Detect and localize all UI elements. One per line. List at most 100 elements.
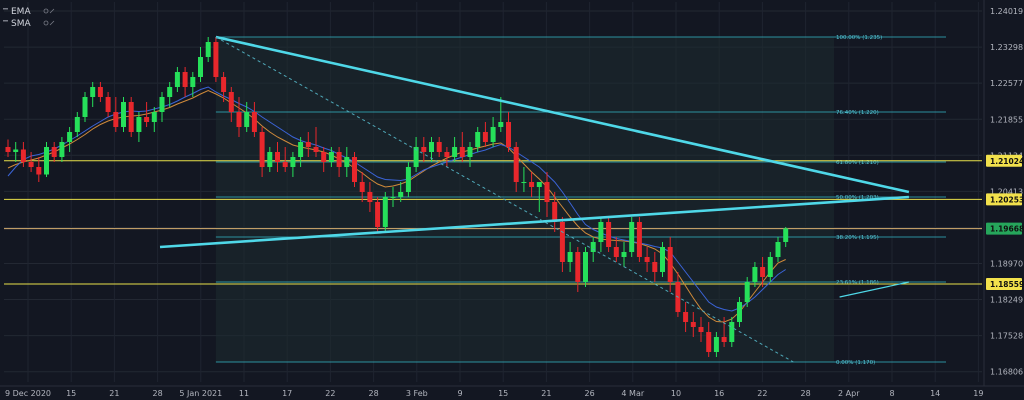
price-badge xyxy=(986,278,1022,291)
horizontal-levels[interactable] xyxy=(4,160,982,285)
candle xyxy=(267,147,273,172)
indicator-name: SMA xyxy=(11,19,31,29)
candle xyxy=(398,182,404,202)
indicator-legend[interactable]: EMA SMA xyxy=(3,7,55,29)
candle-body xyxy=(144,117,150,122)
time-tick-label: 15 xyxy=(66,389,76,398)
candle xyxy=(182,67,188,97)
time-tick-label: 10 xyxy=(671,389,681,398)
candle xyxy=(198,47,203,82)
candle xyxy=(36,157,42,182)
candle-body xyxy=(729,322,735,342)
short-trendline[interactable] xyxy=(839,281,910,298)
candle xyxy=(544,172,550,217)
candle-body xyxy=(690,322,696,327)
candle-body xyxy=(613,247,619,257)
candle xyxy=(521,167,527,192)
candle xyxy=(760,257,766,287)
time-tick-label: 9 xyxy=(457,389,462,398)
candle xyxy=(737,297,742,327)
candle-body xyxy=(136,117,142,132)
indicator-edit-icon[interactable] xyxy=(49,8,55,14)
price-tick-label: 1.22577 xyxy=(990,79,1023,88)
candle xyxy=(490,117,496,147)
candle-body xyxy=(190,77,196,87)
candle xyxy=(82,92,88,122)
candle-body xyxy=(775,242,781,257)
candle-body xyxy=(698,327,704,332)
candle xyxy=(328,147,334,167)
price-badge xyxy=(986,193,1022,206)
candle xyxy=(621,242,627,267)
candle xyxy=(390,187,396,207)
candle xyxy=(367,182,373,212)
candle xyxy=(667,237,673,292)
candle-body xyxy=(621,252,627,257)
candle-body xyxy=(236,112,242,127)
price-axis[interactable]: 1.240191.232981.225771.218551.211341.204… xyxy=(983,0,1024,400)
candle-body xyxy=(205,42,211,57)
candle xyxy=(113,97,119,132)
indicator-edit-icon[interactable] xyxy=(49,20,55,26)
candle xyxy=(552,192,558,232)
candle-body xyxy=(567,252,573,262)
fibonacci-diagonal[interactable] xyxy=(215,36,794,363)
candle xyxy=(767,252,773,282)
trend-lines[interactable] xyxy=(159,35,910,363)
time-axis[interactable]: 9 Dec 2020 15 21 28 5 Jan 2021 11 17 22 28 3 Feb 9… xyxy=(0,385,1024,400)
candle xyxy=(567,242,573,272)
candle xyxy=(128,97,134,137)
candle xyxy=(13,142,19,162)
candle xyxy=(706,322,712,357)
candle xyxy=(213,37,219,82)
price-badge xyxy=(986,154,1022,167)
indicator-settings-icon[interactable] xyxy=(43,20,49,26)
candle-body xyxy=(760,267,766,277)
price-tick-label: 1.17528 xyxy=(990,332,1023,341)
candle-body xyxy=(552,202,558,222)
upper-trendline[interactable] xyxy=(215,35,910,194)
candle-body xyxy=(328,152,334,162)
price-badge-label: 1.18559 xyxy=(990,280,1024,289)
candle xyxy=(721,317,727,347)
candle xyxy=(629,217,635,257)
candle-body xyxy=(559,222,565,262)
lower-trendline[interactable] xyxy=(159,195,909,249)
fibonacci-level-label: 100.00% (1.235) xyxy=(836,35,882,41)
candle xyxy=(74,112,80,137)
price-tick-label: 1.18970 xyxy=(990,260,1023,269)
candle-body xyxy=(113,112,119,127)
candle-body xyxy=(667,247,673,282)
candle-body xyxy=(20,149,26,162)
candle-body xyxy=(97,87,103,97)
candle-body xyxy=(544,182,550,202)
price-tick-label: 1.24019 xyxy=(990,7,1023,16)
indicator-collapse-icon[interactable] xyxy=(3,20,8,22)
indicator-collapse-icon[interactable] xyxy=(3,8,8,10)
candle-body xyxy=(367,192,373,202)
candle-body xyxy=(752,267,758,282)
candle-body xyxy=(28,162,34,167)
time-tick-label: 4 Mar xyxy=(621,389,644,398)
price-badge-label: 1.21024 xyxy=(990,157,1024,166)
candle xyxy=(336,147,342,177)
candle-body xyxy=(74,117,80,132)
candle-body xyxy=(490,127,496,142)
time-tick-label: 26 xyxy=(585,389,595,398)
price-badge xyxy=(986,222,1022,235)
indicator-row-sma[interactable]: SMA xyxy=(3,19,55,29)
indicator-settings-icon[interactable] xyxy=(43,8,49,14)
candle-body xyxy=(151,112,157,122)
candle xyxy=(613,237,619,262)
fibonacci-level-label: 50.00% (1.203) xyxy=(836,195,879,201)
indicator-row-ema[interactable]: EMA xyxy=(3,7,55,17)
candle xyxy=(606,217,612,252)
candle-body xyxy=(59,142,65,157)
candle xyxy=(251,102,257,137)
time-tick-label: 5 Jan 2021 xyxy=(179,389,222,398)
candle-body xyxy=(413,147,419,167)
candle xyxy=(598,217,604,252)
candle xyxy=(583,247,588,287)
